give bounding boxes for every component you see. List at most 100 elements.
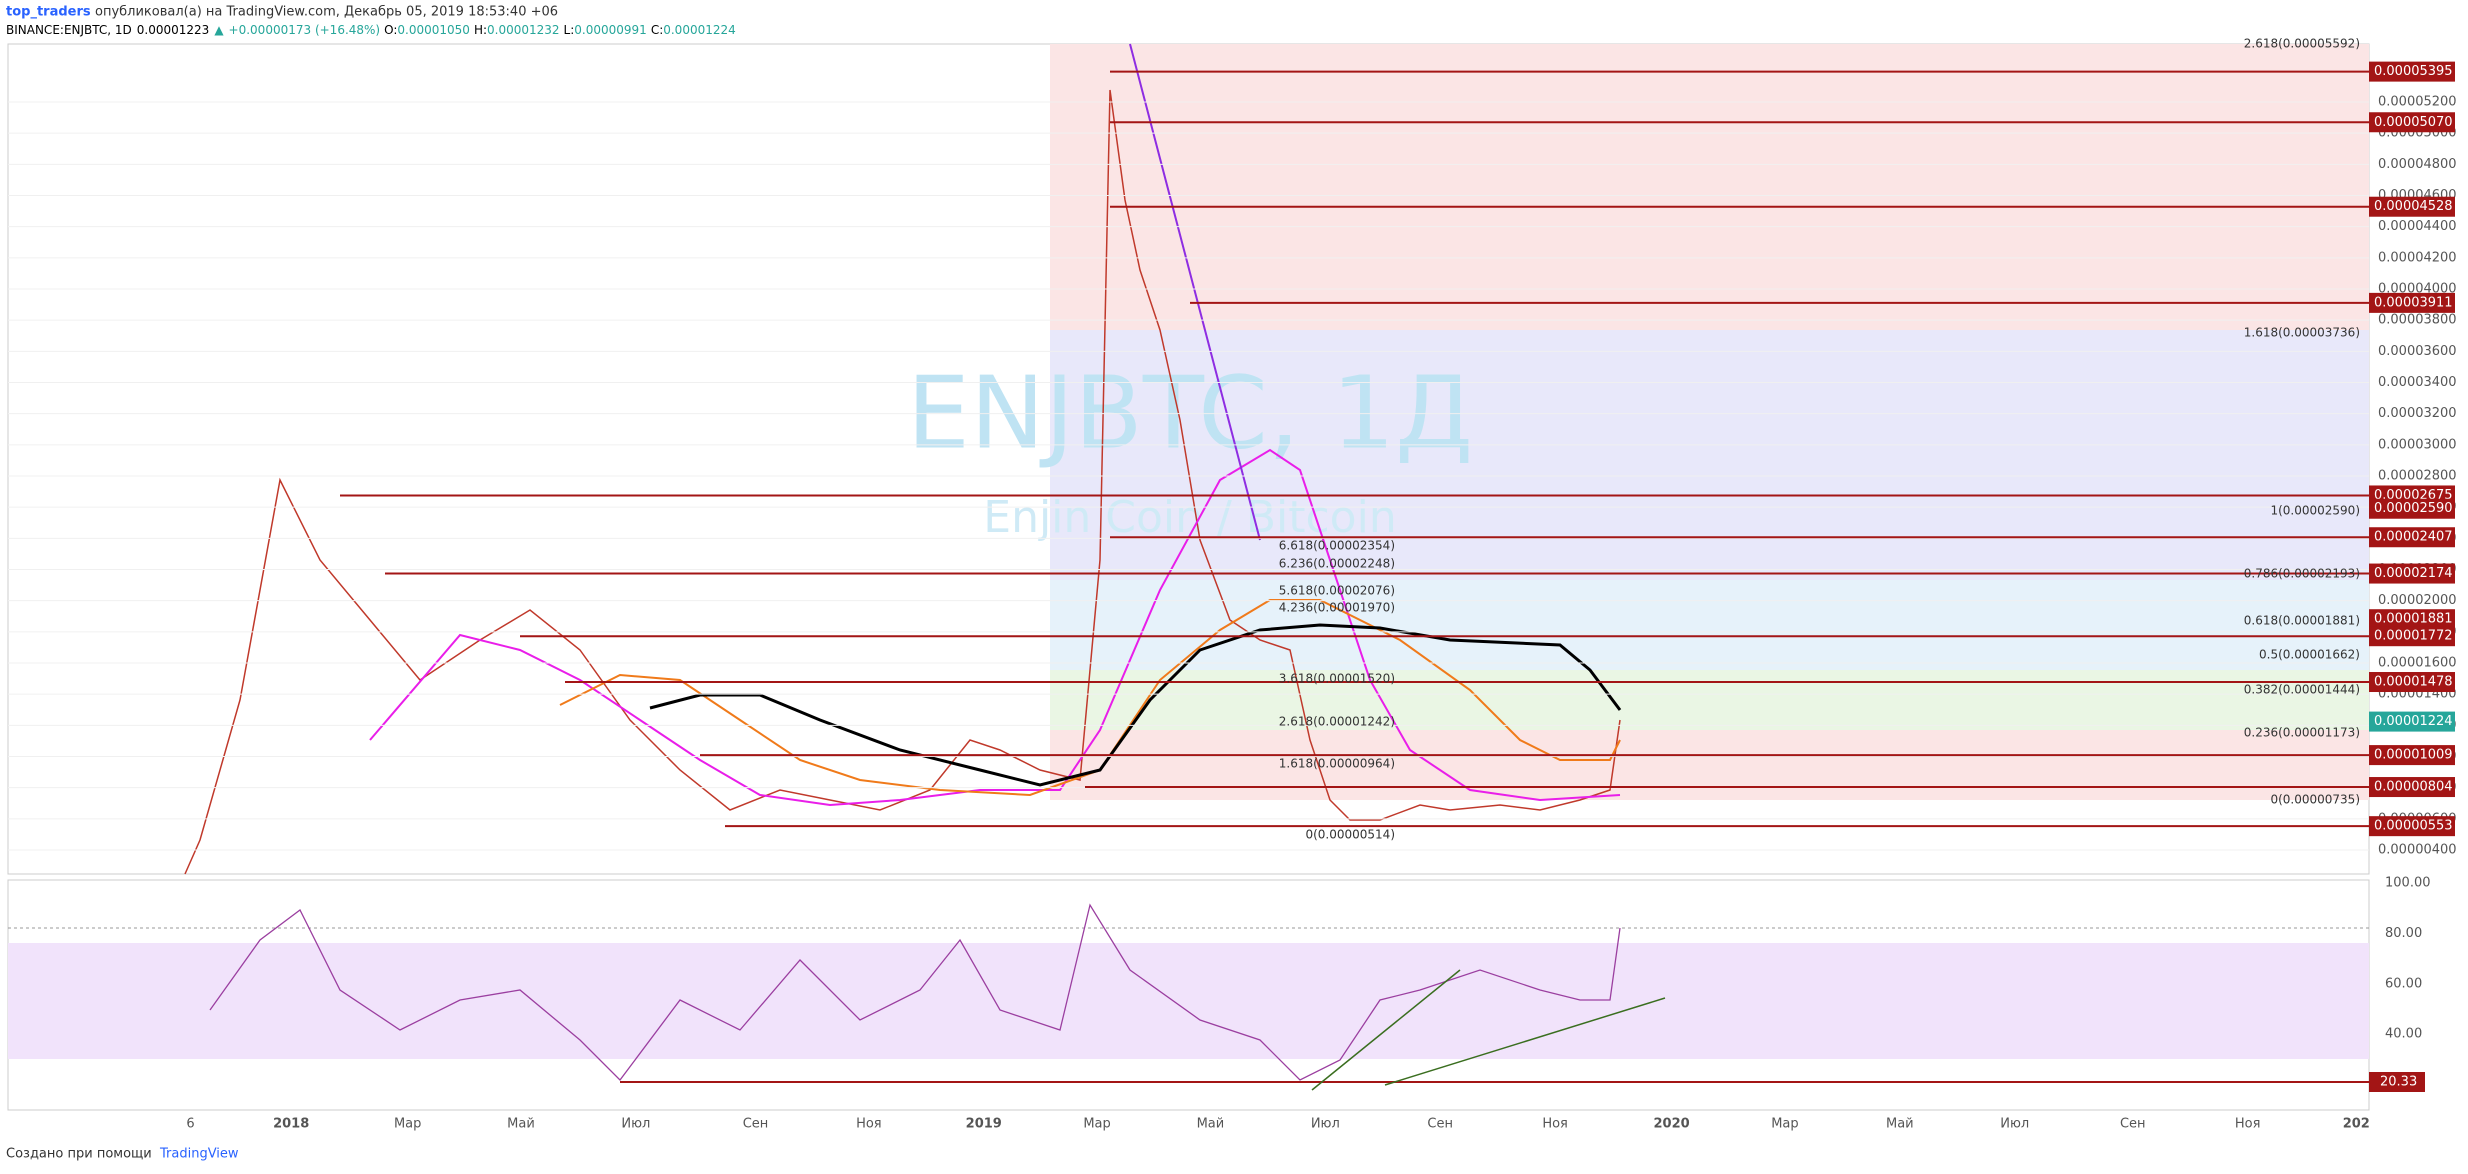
- price-tick-label: 0.00004200: [2378, 250, 2457, 265]
- price-tick-label: 0.00002800: [2378, 469, 2457, 484]
- header-h-label: H:: [474, 23, 487, 37]
- fib-label: 5.618(0.00002076): [1279, 584, 1395, 598]
- price-shapes: [184, 43, 1622, 875]
- price-tick-label: 0.00004000: [2378, 282, 2457, 297]
- fib-label: 0(0.00000514): [1305, 828, 1395, 842]
- time-tick-label: Май: [507, 1117, 535, 1132]
- header-c: 0.00001224: [663, 23, 736, 37]
- price-tick-label: 0.00001600: [2378, 656, 2457, 671]
- fib-label: 0.786(0.00002193): [2244, 567, 2360, 581]
- price-tag: [2369, 112, 2455, 133]
- rsi-shapes: [209, 903, 2369, 1091]
- price-tag: [2369, 609, 2455, 630]
- price-tag: [2369, 745, 2455, 766]
- published: опубликовал(а) на TradingView.com, Декаб…: [95, 5, 558, 20]
- rsi-band: [8, 943, 2369, 1059]
- time-tick-label: 2019: [966, 1117, 1002, 1132]
- header-h: 0.00001232: [487, 23, 560, 37]
- fib-label: 6.618(0.00002354): [1279, 539, 1395, 553]
- price-line: [184, 89, 1621, 875]
- header-arrow: ▲: [214, 23, 224, 37]
- price-tag-label: 0.00000553: [2374, 819, 2453, 834]
- price-tag: [2369, 527, 2455, 548]
- fib-label: 3.618(0.00001520): [1279, 672, 1395, 686]
- price-tag-label: 0.00001224: [2374, 714, 2453, 729]
- ma-line: [649, 623, 1622, 787]
- fib-label: 6.236(0.00002248): [1279, 557, 1395, 571]
- price-tag-label: 0.00001881: [2374, 612, 2453, 627]
- footer-brand[interactable]: TradingView: [159, 1147, 239, 1162]
- zone: [1050, 580, 2369, 670]
- header-c-label: C:: [651, 23, 663, 37]
- price-tag-label: 0.00002590: [2374, 501, 2453, 516]
- price-tag-label: 0.00001772: [2374, 629, 2453, 644]
- zone: [1050, 730, 2369, 800]
- fib-label: 0.382(0.00001444): [2244, 683, 2360, 697]
- zone: [1050, 44, 2369, 330]
- price-tick-label: 0.00000400: [2378, 843, 2457, 858]
- trend-line: [1129, 43, 1261, 541]
- price-tick-label: 0.00003800: [2378, 313, 2457, 328]
- fib-label: 4.236(0.00001970): [1279, 601, 1395, 615]
- fib-label: 0(0.00000735): [2270, 793, 2360, 807]
- header-o: 0.00001050: [397, 23, 470, 37]
- time-tick-label: Мар: [394, 1117, 421, 1132]
- price-tick-label: 0.00003400: [2378, 375, 2457, 390]
- time-tick-label: Мар: [1083, 1117, 1110, 1132]
- trend-line: [1384, 997, 1666, 1086]
- price-tick-label: 0.00003600: [2378, 344, 2457, 359]
- price-tick-label: 0.00005200: [2378, 95, 2457, 110]
- fib-label: 1.618(0.00000964): [1279, 757, 1395, 771]
- price-tag: [2369, 777, 2455, 798]
- time-tick-label: Ноя: [856, 1117, 882, 1132]
- time-tick-label: Сен: [743, 1117, 769, 1132]
- price-tag: [2369, 498, 2455, 519]
- time-tick-label: Июл: [2000, 1117, 2029, 1132]
- price-tag-label: 0.00002407: [2374, 530, 2453, 545]
- time-tick-label: 202: [2343, 1117, 2370, 1132]
- ma-line: [369, 448, 1621, 807]
- author[interactable]: top_traders: [6, 5, 91, 20]
- time-tick-label: Июл: [1311, 1117, 1340, 1132]
- rsi-tick-label: 60.00: [2385, 976, 2422, 991]
- rsi-line: [209, 903, 1621, 1081]
- background-zones: [7, 43, 2370, 1111]
- price-tag: [2369, 816, 2455, 837]
- ma-line: [559, 599, 1621, 797]
- price-tag-label: 0.00000804: [2374, 780, 2453, 795]
- price-tick-label: 0.00004800: [2378, 157, 2457, 172]
- header-change: +0.00000173 (+16.48%): [229, 23, 381, 37]
- price-tag: [2369, 196, 2455, 217]
- price-tag: [2369, 711, 2455, 732]
- price-tag-label: 0.00002174: [2374, 566, 2453, 581]
- fib-label: 0.618(0.00001881): [2244, 614, 2360, 628]
- time-tick-label: 2018: [273, 1117, 309, 1132]
- time-tick-label: Ноя: [2235, 1117, 2261, 1132]
- fib-label: 2.618(0.00005592): [2244, 37, 2360, 51]
- price-tag: [2369, 563, 2455, 584]
- time-tick-label: Май: [1197, 1117, 1225, 1132]
- footer-text: Создано при помощи: [6, 1147, 152, 1162]
- header-o-label: O:: [384, 23, 397, 37]
- price-tag: [2369, 626, 2455, 647]
- price-tag: [2369, 61, 2455, 82]
- header-symbol: BINANCE:ENJBTC, 1D: [6, 23, 132, 37]
- time-tick-label: Июл: [621, 1117, 650, 1132]
- price-tick-label: 0.00004400: [2378, 219, 2457, 234]
- time-tick-label: Мар: [1771, 1117, 1798, 1132]
- time-tick-label: Сен: [2120, 1117, 2146, 1132]
- fib-label: 1.618(0.00003736): [2244, 326, 2360, 340]
- header-last: 0.00001223: [137, 23, 210, 37]
- time-tick-label: Сен: [1427, 1117, 1453, 1132]
- fib-label: 2.618(0.00001242): [1279, 715, 1395, 729]
- price-tick-label: 0.00003200: [2378, 406, 2457, 421]
- time-tick-label: 6: [186, 1117, 194, 1132]
- price-tag-label: 0.00001009: [2374, 748, 2453, 763]
- rsi-tag: [2369, 1072, 2425, 1092]
- fib-label: 1(0.00002590): [2270, 504, 2360, 518]
- price-tag-label: 0.00005395: [2374, 64, 2453, 79]
- price-tick-label: 0.00003000: [2378, 437, 2457, 452]
- time-tick-label: Май: [1886, 1117, 1914, 1132]
- rsi-tick-label: 100.00: [2385, 876, 2431, 891]
